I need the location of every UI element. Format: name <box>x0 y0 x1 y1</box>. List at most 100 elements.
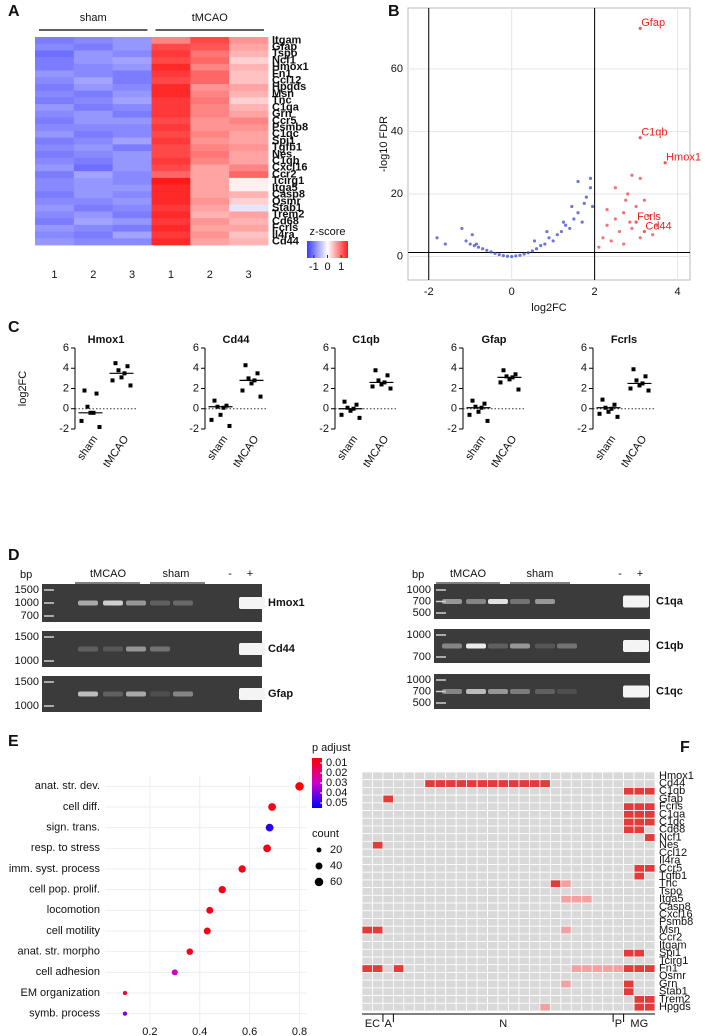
matrix-cell <box>497 848 509 858</box>
matrix-cell <box>508 840 520 850</box>
matrix-cell <box>466 995 478 1004</box>
heatmap-cell <box>190 117 230 125</box>
matrix-cell <box>445 964 457 973</box>
point <box>258 394 263 399</box>
matrix-cell <box>382 825 394 835</box>
matrix-cell <box>529 848 541 858</box>
matrix-cell <box>424 771 436 781</box>
matrix-cell <box>403 995 415 1004</box>
gel-band <box>510 643 530 649</box>
matrix-cell <box>424 871 436 881</box>
matrix-cell <box>633 779 645 788</box>
matrix-cell <box>413 833 426 842</box>
matrix-cell <box>539 787 551 796</box>
point <box>246 376 251 381</box>
point <box>497 253 501 257</box>
heatmap-cell <box>190 110 230 118</box>
point <box>638 236 642 240</box>
gel-band <box>126 646 146 652</box>
matrix-cell <box>466 802 478 811</box>
lane-label: tMCAO <box>450 568 487 580</box>
matrix-cell <box>445 972 457 981</box>
matrix-cell <box>591 833 604 842</box>
matrix-cell <box>633 833 645 842</box>
matrix-cell <box>424 779 436 788</box>
matrix-cell <box>591 779 604 788</box>
heatmap-cell <box>151 97 191 105</box>
matrix-cell <box>382 964 394 973</box>
matrix-cell <box>581 848 593 858</box>
matrix-cell <box>644 972 656 981</box>
heatmap-cell <box>73 57 114 65</box>
matrix-cell <box>487 787 499 796</box>
matrix-cell <box>508 771 520 781</box>
heatmap-cell <box>151 238 191 246</box>
matrix-cell <box>372 948 384 958</box>
gene-label: Psmb8 <box>659 916 693 928</box>
point <box>634 378 639 383</box>
matrix-cell <box>612 810 625 819</box>
group-label: N <box>499 1018 507 1030</box>
point <box>547 236 551 240</box>
matrix-cell <box>487 910 499 919</box>
heatmap-cell <box>229 204 269 212</box>
matrix-cell <box>361 972 373 981</box>
matrix-cell <box>361 948 373 958</box>
matrix-cell <box>539 910 551 919</box>
matrix-cell <box>361 864 373 873</box>
heatmap-cell <box>190 211 230 219</box>
point <box>212 398 217 403</box>
matrix-cell <box>539 848 551 858</box>
matrix-cell <box>570 794 583 804</box>
matrix-cell <box>497 810 509 819</box>
gene-label: Fn1 <box>272 68 292 80</box>
matrix-cell <box>518 933 530 943</box>
heatmap-cell <box>73 184 114 192</box>
matrix-cell <box>570 864 583 873</box>
matrix-cell <box>382 810 394 819</box>
heatmap-cell <box>35 238 75 246</box>
matrix-cell <box>602 802 614 811</box>
matrix-cell <box>403 987 415 996</box>
heatmap-cell <box>35 37 75 45</box>
gel-gene-label: C1qb <box>656 640 684 652</box>
point <box>631 367 636 372</box>
matrix-cell <box>508 918 520 927</box>
point <box>97 424 102 429</box>
gel-band <box>466 689 486 694</box>
point <box>339 412 344 417</box>
matrix-cell <box>497 941 509 950</box>
matrix-cell <box>612 987 625 996</box>
heatmap-cell <box>73 171 114 179</box>
matrix-cell <box>413 825 426 835</box>
matrix-cell <box>361 848 373 858</box>
matrix-cell <box>487 948 499 958</box>
gel-gene-label: Gfap <box>268 688 293 700</box>
matrix-cell <box>424 887 436 896</box>
matrix-cell <box>487 925 499 935</box>
matrix-cell <box>508 887 520 896</box>
heatmap-cell <box>190 97 230 105</box>
point <box>613 217 617 221</box>
matrix-cell <box>644 856 656 865</box>
matrix-cell <box>424 825 436 835</box>
matrix-cell <box>612 848 625 858</box>
matrix-cell <box>529 879 541 889</box>
point <box>597 411 602 416</box>
matrix-cell <box>644 802 656 811</box>
gene-label: Grn <box>659 978 677 990</box>
matrix-cell <box>508 948 520 958</box>
chart-title: Fcrls <box>611 334 637 346</box>
matrix-cell <box>466 817 478 827</box>
heatmap-cell <box>73 97 114 105</box>
heatmap-cell <box>229 130 269 139</box>
matrix-cell <box>633 879 645 889</box>
legend-title: z-score <box>309 226 345 238</box>
y-tick-label: 20 <box>391 188 403 200</box>
x-tick-label: -2 <box>424 286 434 298</box>
category-label: cell diff. <box>63 801 100 813</box>
matrix-cell <box>455 871 468 881</box>
matrix-cell <box>549 1002 562 1012</box>
matrix-cell <box>445 1002 457 1012</box>
matrix-cell <box>508 856 520 865</box>
